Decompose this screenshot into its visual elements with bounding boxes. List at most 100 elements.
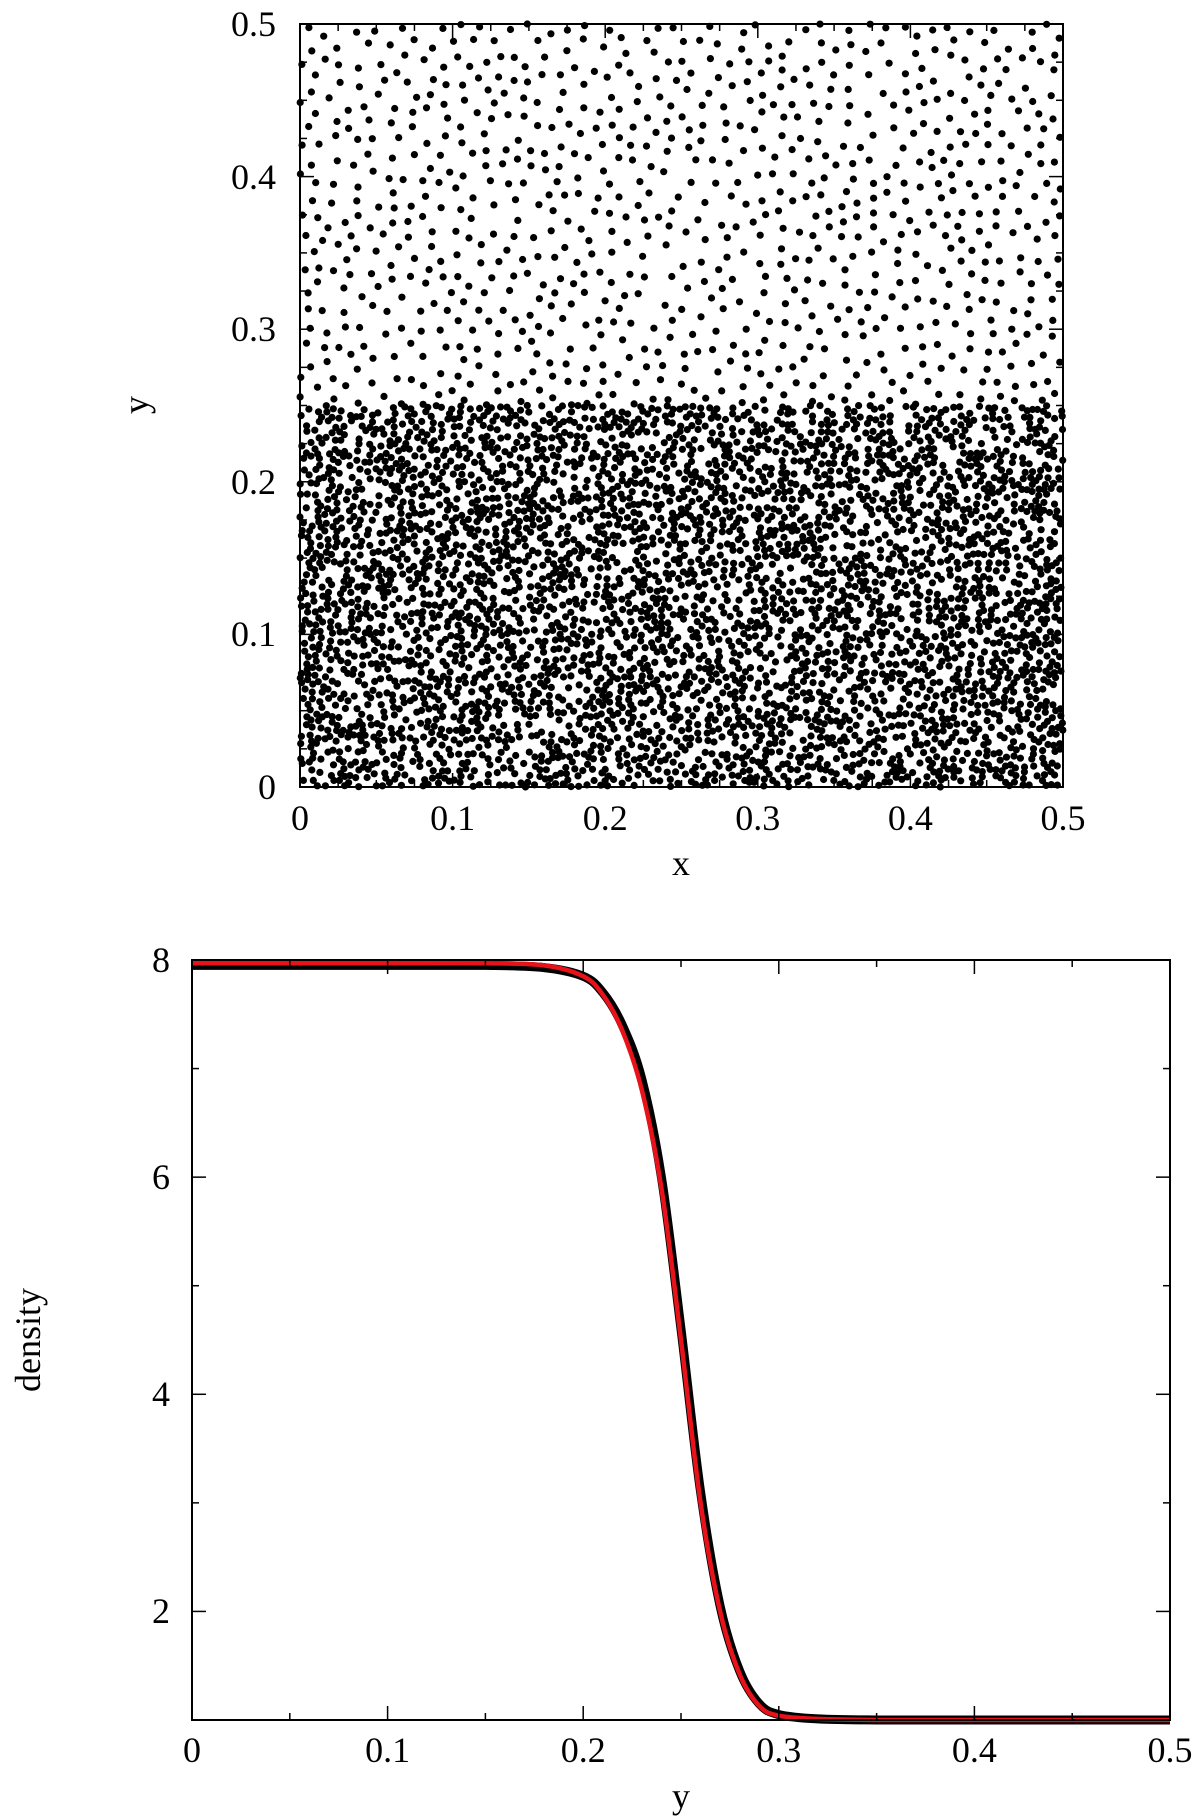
scatter-point <box>708 638 716 647</box>
scatter-point <box>935 390 943 398</box>
scatter-point <box>600 425 609 433</box>
scatter-point <box>852 594 861 602</box>
scatter-point <box>439 702 447 711</box>
scatter-point <box>668 570 677 578</box>
scatter-point <box>328 429 336 437</box>
scatter-point <box>601 765 609 774</box>
scatter-point <box>554 708 562 717</box>
scatter-point <box>305 405 313 413</box>
scatter-point <box>389 189 397 197</box>
scatter-point <box>929 779 938 787</box>
scatter-point <box>942 645 950 653</box>
scatter-point <box>519 637 527 645</box>
scatter-point <box>580 652 588 660</box>
scatter-point <box>765 770 773 778</box>
scatter-point <box>877 404 886 412</box>
scatter-point <box>387 626 395 634</box>
scatter-point <box>473 615 482 623</box>
scatter-point <box>933 95 941 103</box>
scatter-point <box>472 488 480 496</box>
scatter-point <box>330 690 338 698</box>
scatter-point <box>1029 745 1038 753</box>
scatter-point <box>746 664 755 672</box>
scatter-point <box>926 490 934 498</box>
scatter-point <box>357 503 365 511</box>
scatter-point <box>894 721 903 729</box>
scatter-point <box>652 75 660 83</box>
scatter-point <box>807 732 815 740</box>
scatter-point <box>565 120 573 128</box>
scatter-point <box>488 485 496 493</box>
scatter-point <box>775 540 783 548</box>
scatter-point <box>320 683 328 691</box>
scatter-point <box>930 486 938 494</box>
scatter-point <box>526 601 535 609</box>
scatter-point <box>356 323 364 332</box>
scatter-point <box>578 494 586 502</box>
scatter-point <box>373 639 382 647</box>
scatter-point <box>385 674 393 682</box>
scatter-point <box>784 777 792 785</box>
scatter-point <box>845 687 853 695</box>
scatter-point <box>892 521 900 529</box>
scatter-point <box>749 756 757 765</box>
scatter-point <box>515 614 523 622</box>
scatter-point <box>757 370 765 378</box>
scatter-point <box>336 78 344 86</box>
scatter-point <box>465 426 473 434</box>
scatter-point <box>424 717 432 726</box>
scatter-point <box>552 656 560 664</box>
scatter-point <box>868 759 876 767</box>
scatter-point <box>1003 546 1011 555</box>
scatter-point <box>1014 481 1022 489</box>
scatter-point <box>997 157 1005 165</box>
scatter-point <box>809 679 817 687</box>
scatter-point <box>469 708 477 716</box>
scatter-point <box>1021 468 1029 476</box>
scatter-point <box>781 723 789 731</box>
scatter-point <box>913 690 921 698</box>
scatter-point <box>1040 759 1048 768</box>
scatter-point <box>444 767 452 775</box>
scatter-point <box>965 180 974 188</box>
scatter-point <box>981 733 990 741</box>
scatter-point <box>996 523 1004 531</box>
scatter-point <box>465 234 473 242</box>
scatter-point <box>807 492 815 500</box>
scatter-point <box>599 489 607 498</box>
scatter-point <box>325 94 333 102</box>
scatter-point <box>327 637 335 645</box>
scatter-point <box>729 761 737 769</box>
scatter-point <box>511 316 519 324</box>
scatter-point <box>760 596 768 605</box>
scatter-point <box>359 635 367 644</box>
scatter-point <box>450 776 458 784</box>
scatter-point <box>907 568 915 576</box>
scatter-point <box>399 622 407 631</box>
scatter-point <box>602 541 610 549</box>
scatter-point <box>916 323 924 331</box>
scatter-point <box>544 669 552 678</box>
scatter-point <box>455 482 463 491</box>
scatter-point <box>841 647 849 655</box>
scatter-point <box>911 277 920 285</box>
scatter-point <box>698 561 706 570</box>
scatter-point <box>482 736 490 744</box>
scatter-point <box>506 407 515 415</box>
scatter-point <box>396 562 405 570</box>
scatter-point <box>913 616 922 624</box>
scatter-point <box>738 694 747 702</box>
scatter-point <box>851 683 859 692</box>
scatter-point <box>600 43 608 51</box>
scatter-point <box>698 596 706 604</box>
scatter-point <box>1051 389 1059 398</box>
scatter-point <box>671 671 680 679</box>
scatter-point <box>890 101 898 109</box>
scatter-point <box>864 459 872 467</box>
scatter-point <box>313 710 321 718</box>
scatter-point <box>735 664 743 673</box>
scatter-point <box>701 198 709 207</box>
scatter-point <box>450 547 458 555</box>
scatter-point <box>748 559 756 567</box>
scatter-point <box>859 332 867 340</box>
